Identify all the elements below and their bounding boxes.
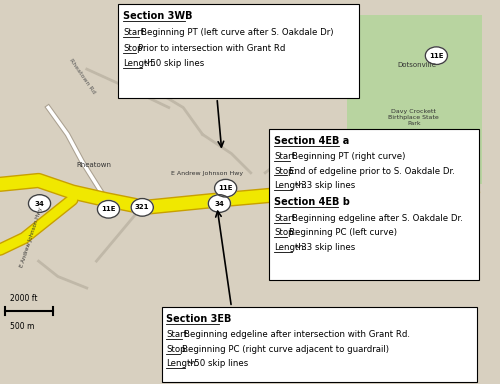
Text: ~50 skip lines: ~50 skip lines bbox=[144, 60, 204, 68]
Circle shape bbox=[28, 195, 50, 212]
Text: Length:: Length: bbox=[123, 60, 156, 68]
Text: 2000 ft: 2000 ft bbox=[10, 295, 37, 303]
Text: Prior to intersection with Grant Rd: Prior to intersection with Grant Rd bbox=[138, 44, 286, 53]
Text: Section 4EB b: Section 4EB b bbox=[274, 197, 350, 207]
Text: Beginning PT (right curve): Beginning PT (right curve) bbox=[292, 152, 405, 161]
Text: Rheatown Rd: Rheatown Rd bbox=[68, 58, 96, 95]
Text: Start:: Start: bbox=[166, 330, 190, 339]
Text: 34: 34 bbox=[34, 200, 44, 207]
Text: Rheatown: Rheatown bbox=[76, 162, 112, 168]
Text: Stop:: Stop: bbox=[274, 228, 296, 237]
Text: Beginning PC (left curve): Beginning PC (left curve) bbox=[289, 228, 397, 237]
Text: E Andrew Johnson Hwy: E Andrew Johnson Hwy bbox=[19, 207, 44, 268]
Text: 11E: 11E bbox=[101, 206, 116, 212]
Text: ~33 skip lines: ~33 skip lines bbox=[294, 181, 356, 190]
Circle shape bbox=[131, 199, 154, 216]
Text: Stop:: Stop: bbox=[274, 167, 296, 175]
Text: 321: 321 bbox=[135, 204, 150, 210]
Text: Stop:: Stop: bbox=[166, 345, 189, 354]
Text: Length:: Length: bbox=[274, 243, 306, 252]
Circle shape bbox=[214, 179, 237, 197]
Text: Length:: Length: bbox=[274, 181, 306, 190]
Text: Section 3EB: Section 3EB bbox=[166, 314, 232, 324]
Text: Start:: Start: bbox=[274, 152, 298, 161]
Text: 11E: 11E bbox=[218, 185, 233, 191]
Text: 500 m: 500 m bbox=[10, 323, 34, 331]
Text: Beginning PC (right curve adjacent to guardrail): Beginning PC (right curve adjacent to gu… bbox=[182, 345, 388, 354]
FancyBboxPatch shape bbox=[118, 4, 359, 98]
Text: Beginning edgeline after intersection with Grant Rd.: Beginning edgeline after intersection wi… bbox=[184, 330, 410, 339]
Text: Stop:: Stop: bbox=[123, 44, 146, 53]
FancyBboxPatch shape bbox=[269, 129, 479, 280]
Circle shape bbox=[426, 47, 448, 65]
Text: Length:: Length: bbox=[166, 359, 199, 368]
Text: Beginning PT (left curve after S. Oakdale Dr): Beginning PT (left curve after S. Oakdal… bbox=[141, 28, 334, 37]
Text: ~33 skip lines: ~33 skip lines bbox=[294, 243, 356, 252]
Text: ~50 skip lines: ~50 skip lines bbox=[187, 359, 248, 368]
Text: 34: 34 bbox=[214, 200, 224, 207]
Text: 11E: 11E bbox=[429, 53, 444, 59]
Text: Davy Crockett
Birthplace State
Park: Davy Crockett Birthplace State Park bbox=[388, 109, 439, 126]
Text: Start:: Start: bbox=[123, 28, 147, 37]
Text: Dotsonville: Dotsonville bbox=[398, 62, 436, 68]
Circle shape bbox=[98, 200, 120, 218]
Text: E Andrew Johnson Hwy: E Andrew Johnson Hwy bbox=[302, 174, 374, 179]
Text: End of edgeline prior to S. Oakdale Dr.: End of edgeline prior to S. Oakdale Dr. bbox=[289, 167, 455, 175]
Text: Section 4EB a: Section 4EB a bbox=[274, 136, 349, 146]
FancyBboxPatch shape bbox=[347, 15, 482, 184]
Text: Start:: Start: bbox=[274, 214, 298, 223]
FancyBboxPatch shape bbox=[0, 0, 482, 384]
Text: Section 3WB: Section 3WB bbox=[123, 11, 192, 21]
Text: Beginning edgeline after S. Oakdale Dr.: Beginning edgeline after S. Oakdale Dr. bbox=[292, 214, 462, 223]
Text: E Andrew Johnson Hwy: E Andrew Johnson Hwy bbox=[172, 171, 244, 176]
Circle shape bbox=[208, 195, 231, 212]
FancyBboxPatch shape bbox=[162, 307, 477, 382]
